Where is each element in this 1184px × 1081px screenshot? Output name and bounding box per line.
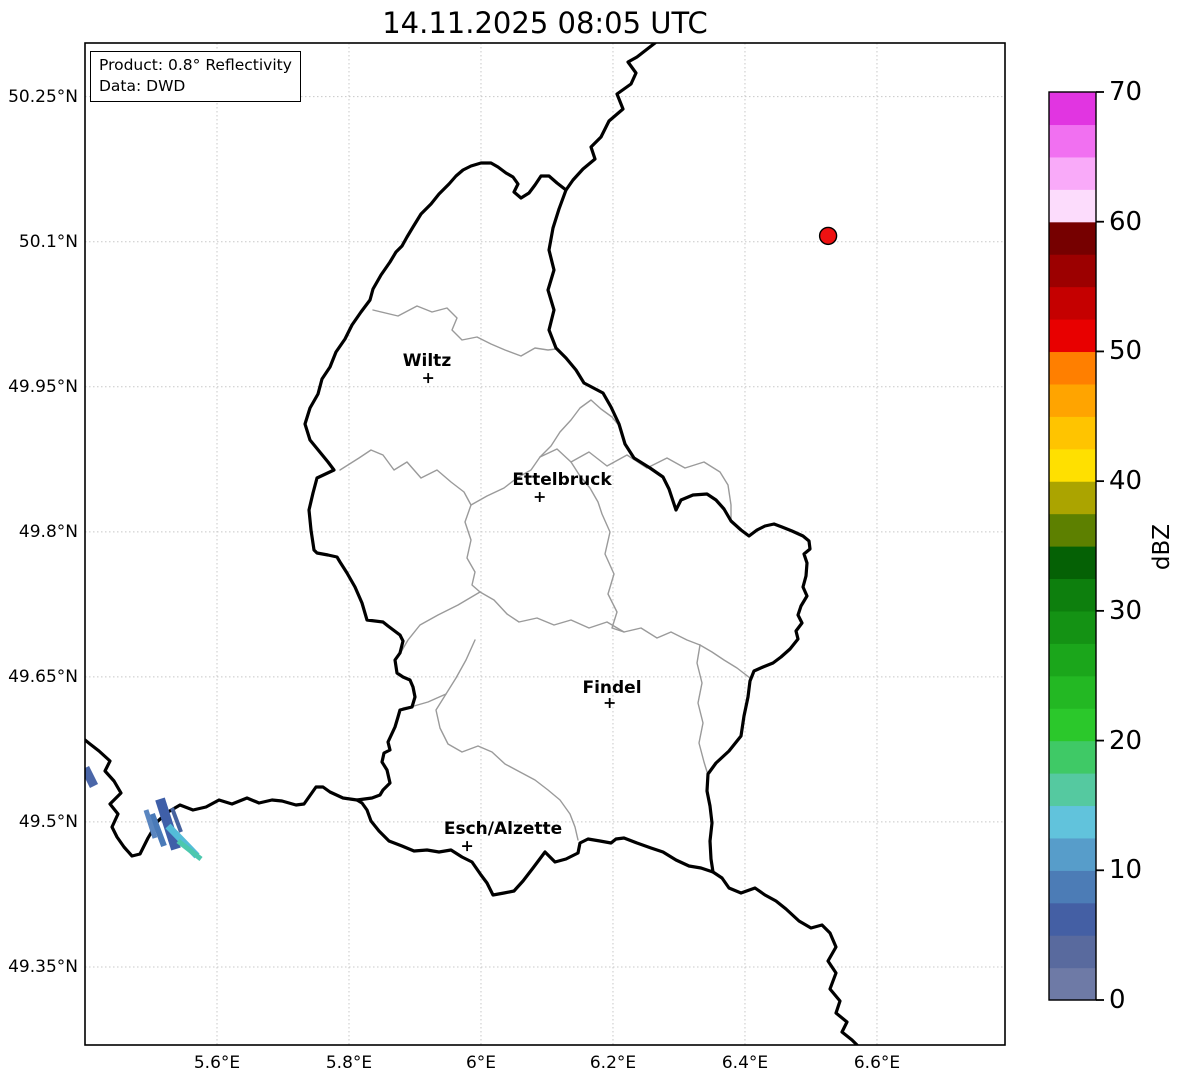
border-fr-be	[85, 738, 359, 858]
colorbar-segment	[1049, 773, 1096, 807]
colorbar-segment	[1049, 448, 1096, 482]
country-borders	[85, 43, 859, 1045]
district-borders	[339, 305, 751, 841]
border-fr-de	[711, 870, 859, 1045]
colorbar-segment	[1049, 481, 1096, 515]
echo-streak	[149, 812, 167, 848]
colorbar-segment	[1049, 319, 1096, 353]
colorbar-segment	[1049, 837, 1096, 871]
echo-streak	[143, 809, 158, 839]
colorbar-segment	[1049, 513, 1096, 547]
colorbar-segment	[1049, 416, 1096, 450]
colorbar-segment	[1049, 708, 1096, 742]
border-luxembourg	[303, 161, 812, 897]
colorbar-segment	[1049, 351, 1096, 385]
colorbar-segment	[1049, 805, 1096, 839]
colorbar-segment	[1049, 643, 1096, 677]
colorbar-segment	[1049, 740, 1096, 774]
colorbar-segment	[1049, 675, 1096, 709]
colorbar-segment	[1049, 546, 1096, 580]
colorbar-segment	[1049, 610, 1096, 644]
border-be-de	[564, 43, 657, 192]
colorbar-segment	[1049, 578, 1096, 612]
colorbar-segment	[1049, 902, 1096, 936]
colorbar-segment	[1049, 870, 1096, 904]
colorbar-segment	[1049, 383, 1096, 417]
colorbar-segment	[1049, 967, 1096, 1001]
colorbar-segment	[1049, 254, 1096, 288]
echo-streak	[170, 807, 183, 833]
colorbar-segment	[1049, 124, 1096, 158]
colorbar-segment	[1049, 286, 1096, 320]
map-frame	[84, 42, 1006, 1046]
colorbar-outline	[1048, 91, 1097, 1001]
radar-echoes	[85, 765, 203, 861]
graticule-gridlines	[85, 43, 1005, 1045]
colorbar-segment	[1049, 156, 1096, 190]
colorbar-segment	[1049, 92, 1096, 126]
city-markers	[423, 373, 615, 852]
colorbar-segment	[1049, 935, 1096, 969]
colorbar-segment	[1049, 221, 1096, 255]
echo-streak	[85, 765, 99, 789]
echo-streak	[155, 797, 181, 851]
echo-streak	[176, 839, 203, 861]
colorbar	[1048, 91, 1104, 1001]
radar-site-dot	[818, 226, 838, 246]
colorbar-segment	[1049, 189, 1096, 223]
